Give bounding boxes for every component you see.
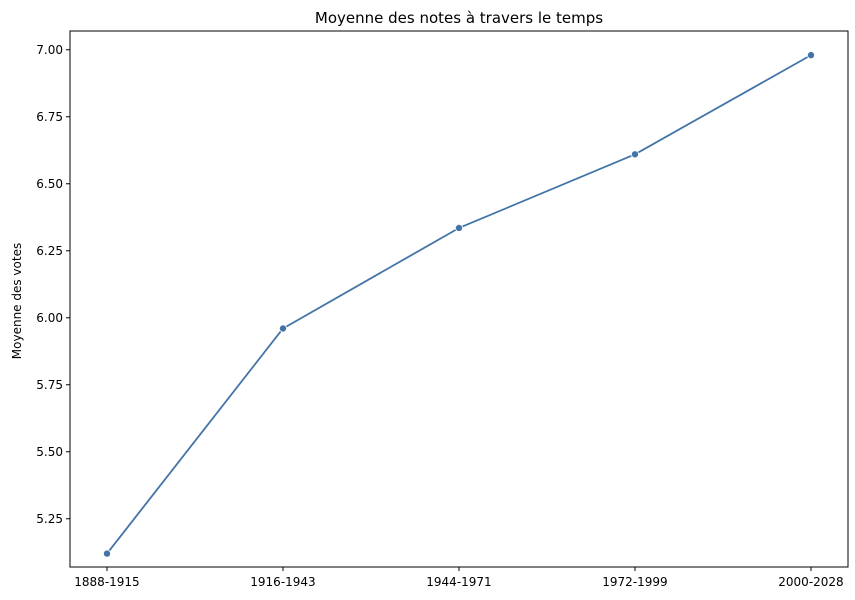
data-point xyxy=(103,549,112,558)
y-tick-label: 7.00 xyxy=(36,43,63,57)
chart-title: Moyenne des notes à travers le temps xyxy=(315,9,603,27)
y-tick-label: 6.75 xyxy=(36,110,63,124)
x-tick-label: 1888-1915 xyxy=(74,575,139,589)
y-tick-label: 6.00 xyxy=(36,311,63,325)
plot-area: 5.25 5.50 5.75 6.00 6.25 6.50 6.75 7.00 1888-191… xyxy=(36,30,849,589)
x-tick-label: 2000-2028 xyxy=(778,575,843,589)
data-point xyxy=(631,150,640,159)
y-tick-label: 6.50 xyxy=(36,177,63,191)
x-tick-label: 1944-1971 xyxy=(426,575,491,589)
y-tick-label: 6.25 xyxy=(36,244,63,258)
series-line xyxy=(106,54,812,555)
data-point xyxy=(278,324,287,333)
y-tick-label: 5.75 xyxy=(36,378,63,392)
x-tick-label: 1916-1943 xyxy=(250,575,315,589)
x-tick-label: 1972-1999 xyxy=(602,575,667,589)
y-tick-label: 5.50 xyxy=(36,445,63,459)
data-point xyxy=(454,223,463,232)
plot-frame xyxy=(69,30,849,568)
data-point xyxy=(807,51,816,60)
y-axis-label: Moyenne des votes xyxy=(10,243,24,359)
y-tick-label: 5.25 xyxy=(36,512,63,526)
